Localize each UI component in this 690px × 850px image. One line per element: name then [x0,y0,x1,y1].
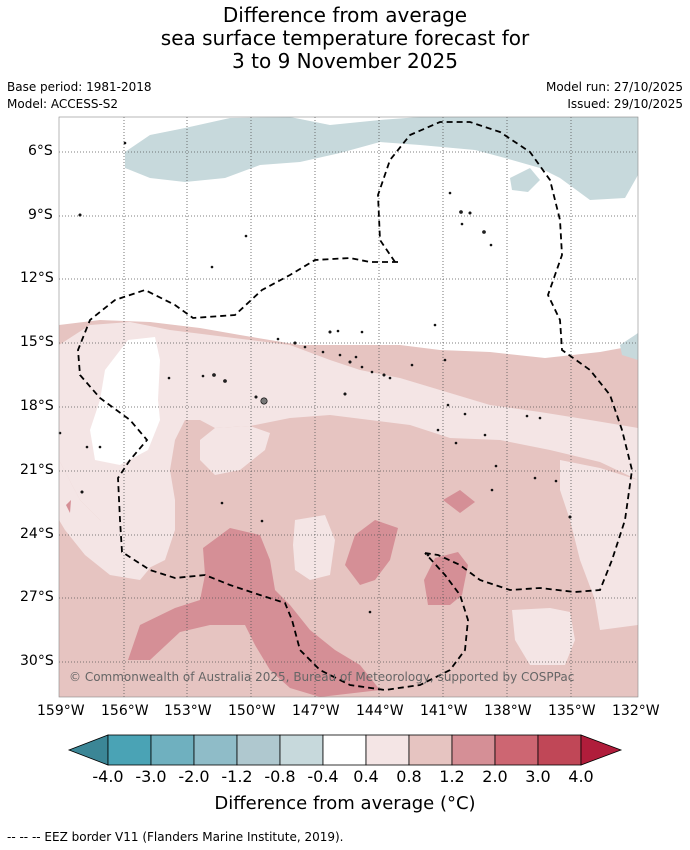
anomaly-region-cool-small [510,168,540,192]
graticule [59,117,638,697]
sst-anomaly-field [59,117,638,697]
colorbar-label: 3.0 [525,767,551,786]
lon-label: 138°W [484,703,532,719]
model-run: Model run: 27/10/2025 [545,80,683,94]
lon-label: 153°W [164,703,212,719]
colorbar-swatch-min [67,734,109,766]
eez-border-cook-islands [77,257,469,691]
colorbar-label: 2.0 [482,767,508,786]
anomaly-region-0.4-0.8-south-center [293,515,335,580]
map-copyright: © Commonwealth of Australia 2025, Bureau… [69,670,574,684]
colorbar-label: -1.2 [221,767,253,786]
colorbar-label: 4.0 [568,767,594,786]
anomaly-region-cool-north [125,117,638,200]
colorbar-swatch [236,734,281,766]
colorbar-label: -4.0 [92,767,124,786]
colorbar-swatch [365,734,410,766]
lat-label: 18°S [20,398,54,414]
map-frame [58,116,639,698]
anomaly-region-1.2-2.0-small [443,490,475,513]
anomaly-region-0.4-0.8-center [200,426,270,475]
title-line-1: Difference from average [222,3,468,27]
colorbar-swatch [494,734,539,766]
title-line-2: sea surface temperature forecast for [160,26,530,50]
anomaly-region-neutral-west [90,337,160,465]
anomaly-region-0.4-0.8-north [59,322,638,570]
lon-label: 135°W [548,703,596,719]
colorbar-label: -0.8 [264,767,296,786]
anomaly-region-1.2-2.0-tiny [66,500,71,513]
colorbar-swatch [279,734,324,766]
lon-label: 156°W [101,703,149,719]
colorbar-title: Difference from average (°C) [214,793,476,814]
lat-label: 6°S [28,143,53,159]
lat-label: 12°S [20,270,54,286]
colorbar-label: -0.4 [307,767,339,786]
colorbar-label: -3.0 [135,767,167,786]
lon-label: 141°W [420,703,468,719]
colorbar-swatch [322,734,367,766]
colorbar-swatch [193,734,238,766]
lat-label: 30°S [20,653,54,669]
anomaly-region-0.4-0.8-east [560,460,638,630]
anomaly-region-0.4-0.8-sw [59,460,150,580]
islands [58,141,572,614]
colorbar-label: 0.8 [396,767,422,786]
colorbar-swatch [451,734,496,766]
eez-borders [77,121,633,691]
colorbar-swatch-max [580,734,623,766]
lon-label: 150°W [228,703,276,719]
anomaly-region-1.2-2.0-mid [345,520,398,585]
lon-label: 144°W [356,703,404,719]
colorbar-label: 0.4 [353,767,379,786]
title-line-3: 3 to 9 November 2025 [232,49,458,73]
lat-label: 27°S [20,589,54,605]
anomaly-region-cool-east [620,333,638,360]
lat-label: 21°S [20,462,54,478]
colorbar-label: 1.2 [439,767,465,786]
eez-border-french-polynesia [377,121,633,593]
base-period: Base period: 1981-2018 [7,80,152,94]
lon-label: 159°W [37,703,85,719]
issued-date: Issued: 29/10/2025 [567,97,683,111]
colorbar-swatch [150,734,195,766]
lat-label: 15°S [20,334,54,350]
lat-label: 9°S [28,207,53,223]
colorbar-label: -2.0 [178,767,210,786]
lon-label: 132°W [612,703,660,719]
lat-label: 24°S [20,526,54,542]
anomaly-region-0.4-0.8-south-east [512,608,575,665]
eez-legend-note: -- -- -- EEZ border V11 (Flanders Marine… [7,830,344,844]
colorbar [67,734,623,766]
colorbar-swatch [537,734,582,766]
model-name: Model: ACCESS-S2 [7,97,119,111]
anomaly-region-1.2-2.0-south [128,528,380,697]
colorbar-swatch [107,734,152,766]
colorbar-swatch [408,734,453,766]
lon-label: 147°W [292,703,340,719]
